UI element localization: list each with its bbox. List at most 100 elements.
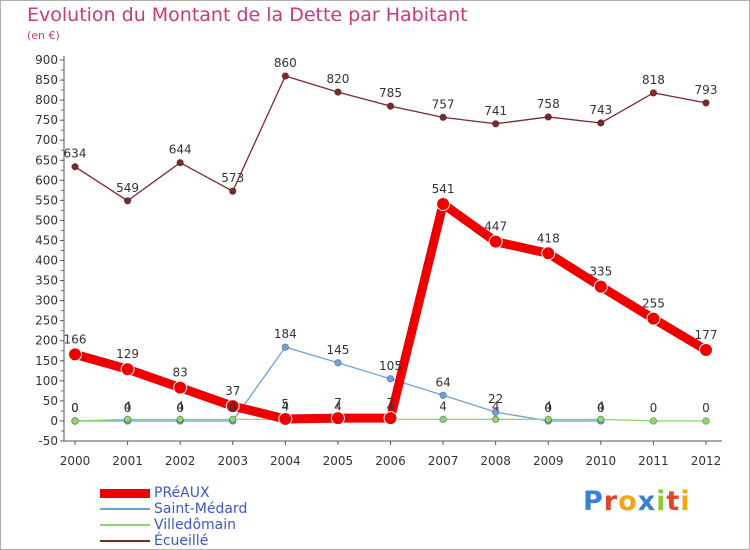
x-tick-label: 2010 — [586, 454, 617, 468]
data-label: 4 — [176, 399, 184, 413]
data-label: 255 — [642, 297, 665, 311]
y-tick-label: 750 — [35, 113, 58, 127]
data-label: 4 — [439, 399, 447, 413]
data-label: 7 — [387, 396, 395, 410]
data-point — [541, 246, 556, 261]
legend-entry: Villedômain — [100, 517, 247, 533]
logo-letter: t — [666, 486, 681, 517]
data-label: 105 — [379, 359, 402, 373]
y-tick-label: 300 — [35, 294, 58, 308]
legend-swatch — [100, 488, 150, 498]
legend-swatch — [100, 540, 150, 542]
x-tick-label: 2009 — [533, 454, 564, 468]
data-point — [439, 113, 447, 122]
y-tick-label: 600 — [35, 173, 58, 187]
legend: PRéAUX Saint-Médard Villedômain Écueillé — [100, 485, 247, 549]
data-point — [699, 342, 713, 357]
y-tick-label: 150 — [35, 354, 58, 368]
y-tick-label: 550 — [35, 193, 58, 207]
y-tick-label: 700 — [35, 133, 58, 147]
data-label: 860 — [274, 56, 297, 70]
data-label: 83 — [173, 366, 188, 380]
logo-letter: i — [680, 486, 691, 517]
legend-label: Écueillé — [154, 533, 209, 549]
data-label: 541 — [432, 182, 455, 196]
data-point — [176, 415, 184, 424]
data-point — [702, 99, 710, 107]
data-point — [439, 391, 447, 399]
legend-swatch — [100, 524, 150, 526]
y-tick-label: 50 — [43, 394, 58, 408]
data-point — [330, 411, 345, 426]
x-tick-label: 2003 — [217, 454, 248, 468]
data-point — [123, 415, 132, 424]
data-point — [544, 415, 552, 424]
data-label: 4 — [492, 399, 500, 413]
data-label: 418 — [537, 231, 560, 245]
data-label: 549 — [116, 181, 139, 195]
data-point — [173, 380, 188, 395]
data-label: 818 — [642, 73, 665, 87]
data-label: 4 — [544, 399, 552, 413]
data-label: 166 — [64, 332, 87, 346]
data-point — [488, 234, 503, 249]
data-label: 0 — [71, 401, 79, 415]
chart-subtitle: (en €) — [27, 29, 60, 42]
y-tick-label: 800 — [35, 93, 58, 107]
data-label: 447 — [484, 220, 507, 234]
data-label: 785 — [379, 86, 402, 100]
data-label: 4 — [387, 399, 395, 413]
data-label: 37 — [225, 384, 240, 398]
data-point — [176, 158, 184, 167]
data-point — [71, 162, 79, 171]
series-line-0 — [70, 199, 711, 424]
data-point — [229, 187, 237, 195]
data-label: 0 — [650, 401, 658, 415]
x-tick-label: 2000 — [60, 454, 91, 468]
data-label: 0 — [702, 401, 710, 415]
x-tick-label: 2007 — [428, 454, 459, 468]
data-point — [123, 197, 132, 205]
data-label: 758 — [537, 97, 560, 111]
data-label: 145 — [326, 343, 349, 357]
data-point — [491, 120, 500, 128]
data-point — [68, 347, 82, 362]
data-point — [334, 359, 342, 367]
x-tick-label: 2005 — [323, 454, 354, 468]
data-point — [281, 343, 290, 351]
data-label: 4 — [229, 399, 237, 413]
data-point — [649, 89, 658, 97]
data-point — [71, 417, 79, 425]
data-label: 820 — [326, 72, 349, 86]
legend-entry: Saint-Médard — [100, 501, 247, 517]
chart-title: Evolution du Montant de la Dette par Hab… — [27, 4, 468, 26]
y-tick-label: 900 — [35, 53, 58, 67]
data-point — [225, 399, 240, 414]
y-tick-label: 400 — [35, 254, 58, 268]
data-point — [120, 362, 135, 377]
data-point — [597, 119, 605, 127]
data-point — [281, 72, 290, 80]
x-tick-label: 2001 — [112, 454, 143, 468]
data-label: 793 — [695, 83, 718, 97]
legend-entry: Écueillé — [100, 533, 247, 549]
legend-label: Villedômain — [154, 517, 236, 533]
legend-entry: PRéAUX — [100, 485, 247, 501]
data-label: 22 — [488, 392, 503, 406]
data-label: 573 — [221, 171, 244, 185]
y-tick-label: -50 — [38, 434, 58, 448]
y-tick-label: 100 — [35, 374, 58, 388]
y-tick-label: 350 — [35, 274, 58, 288]
x-tick-label: 2011 — [638, 454, 669, 468]
data-point — [593, 279, 608, 294]
x-tick-label: 2004 — [270, 454, 301, 468]
data-point — [439, 415, 447, 424]
logo-letter: P — [583, 486, 604, 517]
data-label: 4 — [124, 399, 132, 413]
data-point — [491, 408, 500, 416]
data-label: 644 — [169, 143, 192, 157]
data-point — [597, 415, 605, 424]
data-label: 741 — [484, 104, 507, 118]
data-label: 0 — [124, 401, 132, 415]
